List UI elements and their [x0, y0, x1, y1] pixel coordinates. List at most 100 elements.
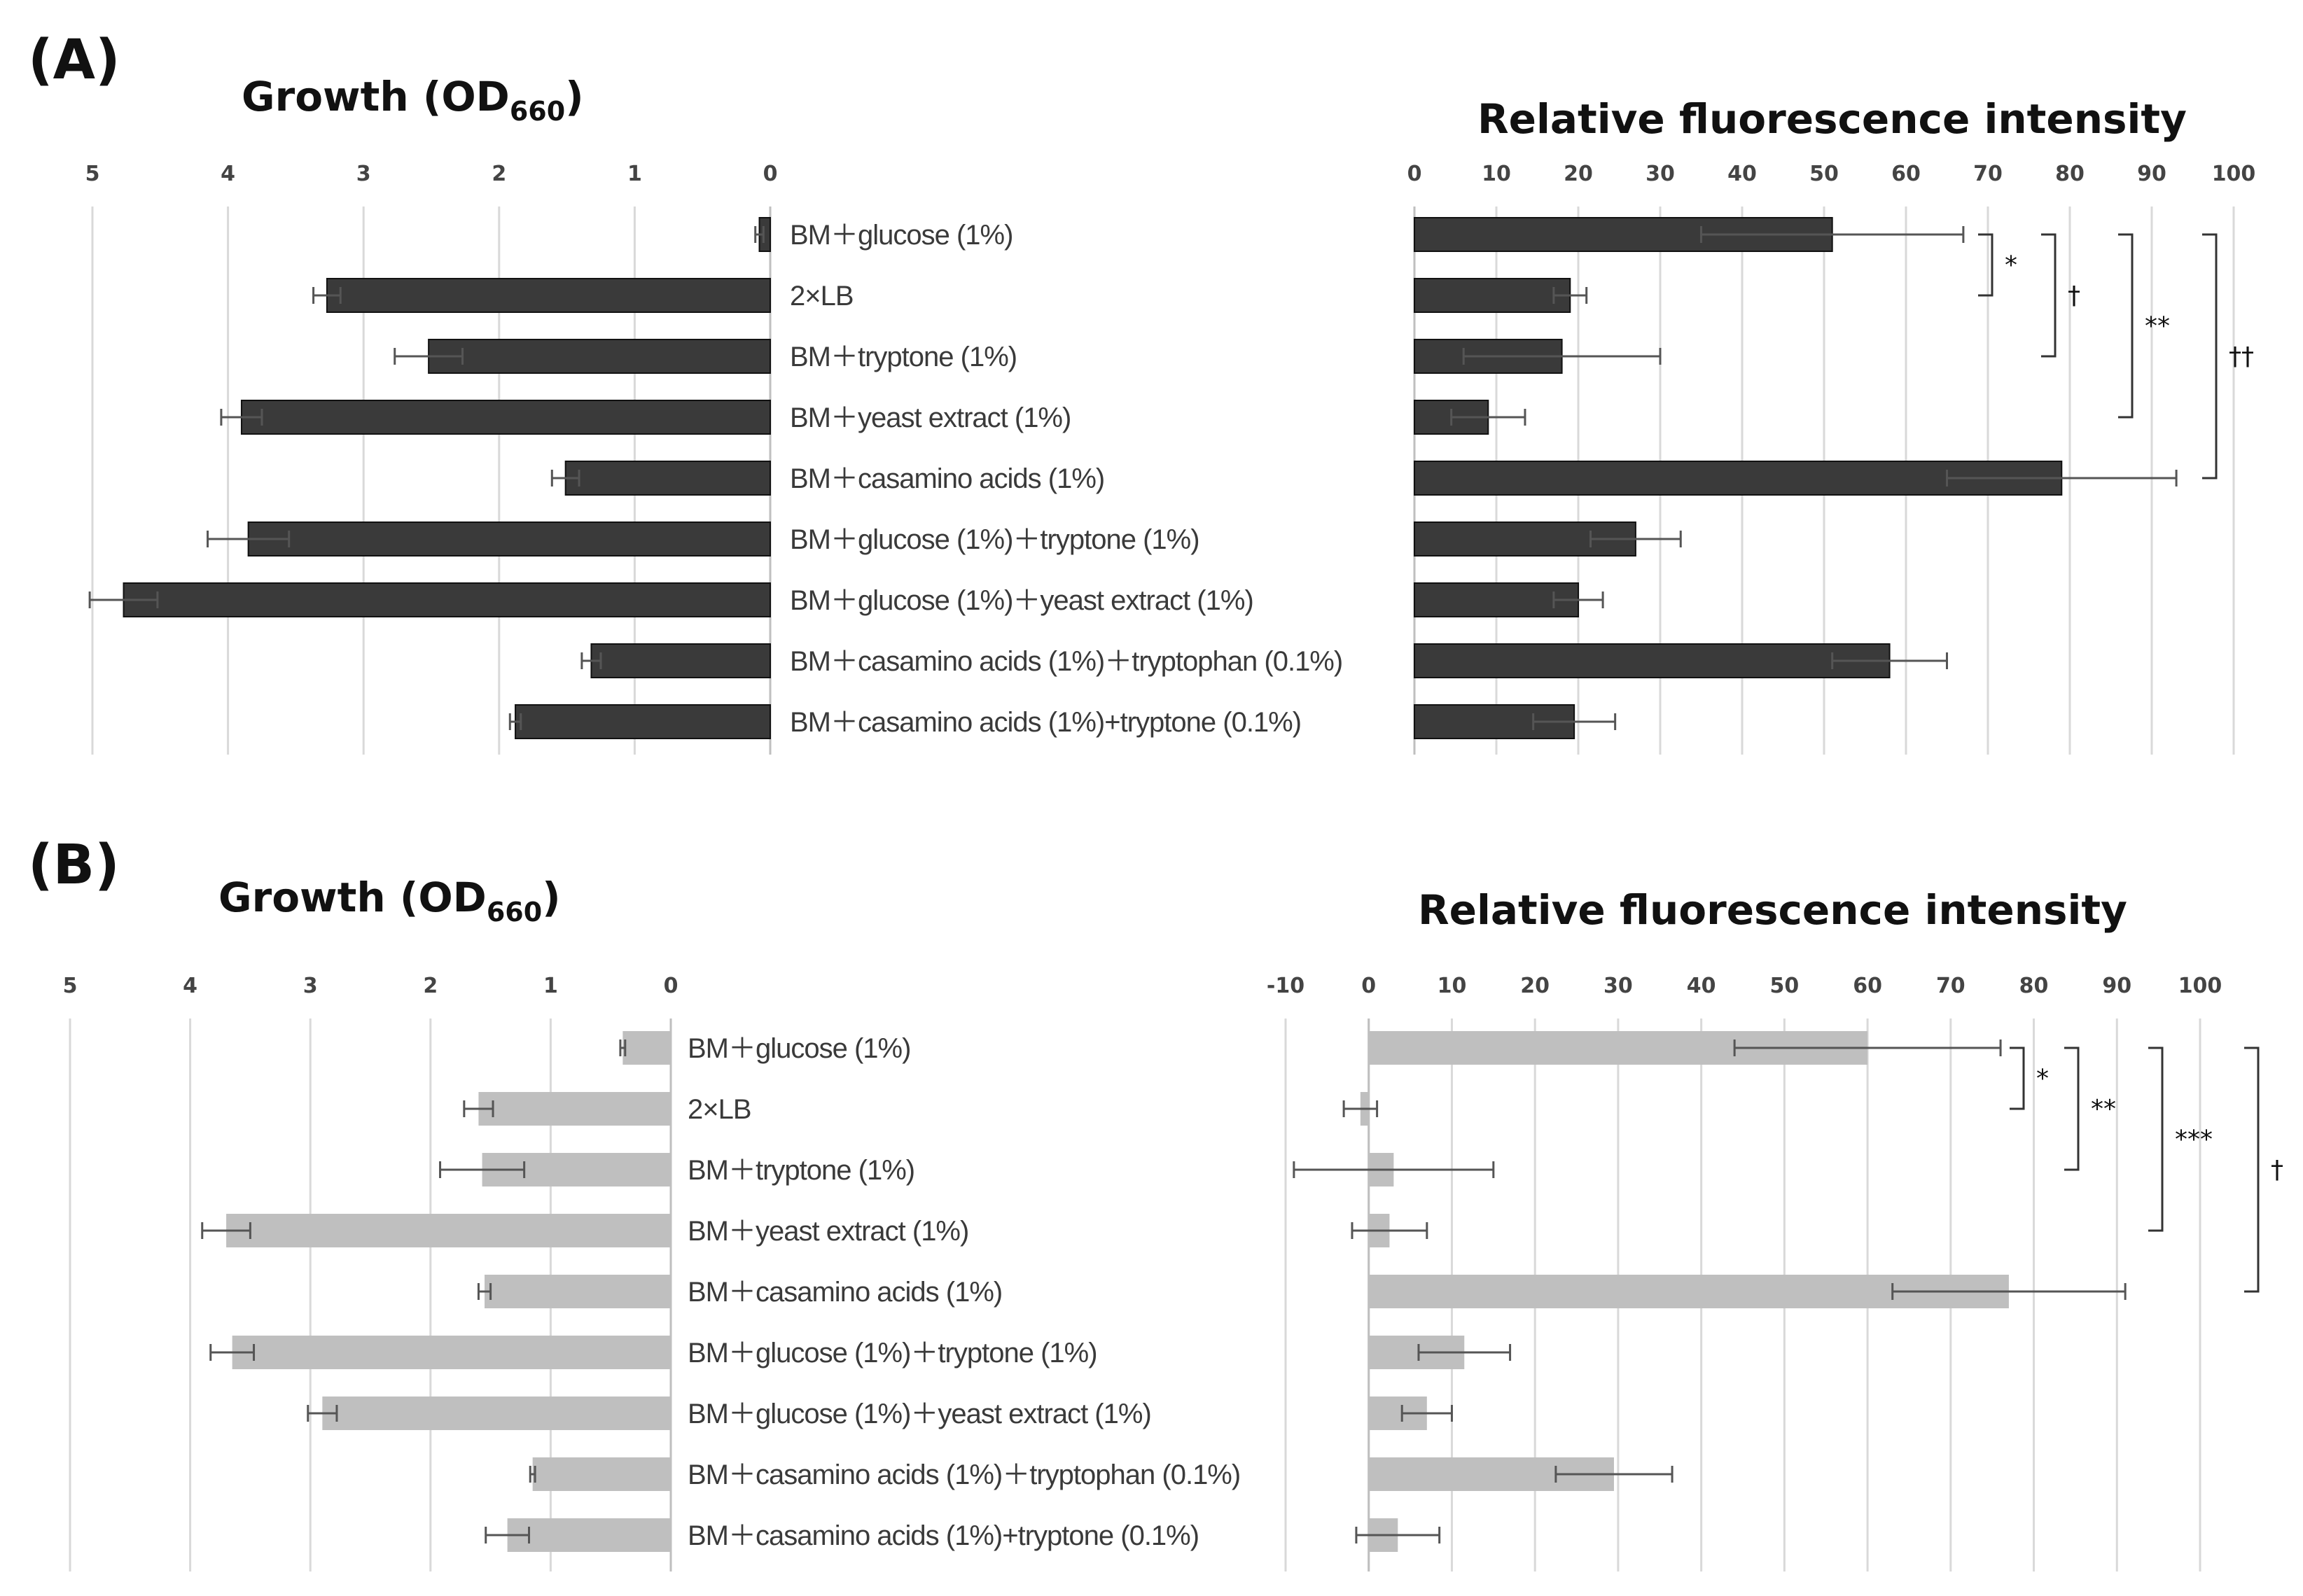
growth-title-subscript: 660 — [510, 96, 565, 127]
x-tick-label: 70 — [1936, 974, 1965, 998]
x-tick-label: 20 — [1564, 162, 1593, 186]
growth-title: Growth (OD660) — [242, 73, 584, 127]
x-tick-label: 10 — [1438, 974, 1467, 998]
x-tick-label: -10 — [1267, 974, 1304, 998]
significance-bracket — [2064, 1046, 2080, 1171]
significance-bracket — [2202, 233, 2218, 479]
x-tick-label: 100 — [2212, 162, 2256, 186]
significance-label: †† — [2229, 342, 2254, 371]
x-tick-label: 4 — [221, 162, 235, 186]
bar — [564, 461, 771, 496]
category-label: BM＋tryptone (1%) — [688, 1155, 914, 1186]
category-label: BM＋casamino acids (1%)+tryptone (0.1%) — [688, 1520, 1199, 1551]
x-tick-label: 40 — [1727, 162, 1757, 186]
bar — [326, 278, 772, 313]
bar — [240, 400, 771, 435]
x-tick-label: 0 — [1407, 162, 1422, 186]
x-tick-label: 2 — [423, 974, 438, 998]
significance-label: † — [2271, 1156, 2283, 1184]
panel-a-fluorescence-chart: Relative fluorescence intensity 0 10 20 30 40… — [1407, 95, 2256, 755]
x-tick-label: 90 — [2137, 162, 2166, 186]
bar — [1414, 582, 1579, 617]
x-tick-label: 5 — [85, 162, 100, 186]
significance-bracket — [2041, 233, 2057, 358]
category-label: BM＋glucose (1%)＋tryptone (1%) — [688, 1338, 1097, 1368]
x-tick-label: 60 — [1891, 162, 1921, 186]
growth-title-main: Growth (OD — [242, 73, 510, 120]
x-tick-label: 0 — [763, 162, 778, 186]
category-label: BM＋casamino acids (1%) — [790, 463, 1104, 494]
x-tick-label: 80 — [2055, 162, 2085, 186]
significance-bracket — [2148, 1046, 2164, 1232]
fluorescence-title: Relative fluorescence intensity — [1418, 886, 2127, 934]
growth-title-subscript: 660 — [487, 897, 542, 927]
x-tick-label: 3 — [303, 974, 318, 998]
category-label: BM＋glucose (1%)＋yeast extract (1%) — [790, 585, 1253, 616]
bar — [485, 1275, 671, 1308]
significance-bracket — [2010, 1046, 2025, 1110]
bar — [622, 1031, 671, 1065]
bar — [532, 1457, 671, 1491]
x-tick-label: 80 — [2019, 974, 2049, 998]
x-tick-label: 10 — [1482, 162, 1511, 186]
bar — [428, 339, 771, 374]
x-tick-label: 5 — [63, 974, 78, 998]
bar — [515, 704, 771, 739]
category-label: BM＋casamino acids (1%)＋tryptophan (0.1%) — [790, 646, 1342, 677]
significance-label: ** — [2091, 1095, 2116, 1124]
bar — [322, 1396, 671, 1430]
bar — [1414, 643, 1891, 678]
panel-b-growth-chart: Growth (OD660) 5 4 3 2 1 0 BM＋glucose (1%) 2×LB B… — [63, 874, 1241, 1572]
x-tick-label: 60 — [1853, 974, 1882, 998]
x-tick-label: 3 — [356, 162, 371, 186]
category-label: BM＋casamino acids (1%)＋tryptophan (0.1%) — [688, 1460, 1240, 1490]
x-tick-label: 100 — [2178, 974, 2222, 998]
growth-title: Growth (OD660) — [218, 874, 561, 927]
x-tick-label: 30 — [1646, 162, 1675, 186]
category-label: BM＋yeast extract (1%) — [790, 402, 1071, 433]
bar — [232, 1336, 671, 1369]
category-label: 2×LB — [688, 1094, 751, 1125]
bar — [1414, 278, 1571, 313]
significance-bracket — [2244, 1046, 2260, 1293]
panel-label-a: (A) — [28, 29, 120, 92]
x-tick-label: 4 — [183, 974, 197, 998]
bar — [123, 582, 771, 617]
category-label: BM＋casamino acids (1%) — [688, 1277, 1002, 1308]
growth-title-main: Growth (OD — [218, 874, 487, 921]
category-label: BM＋glucose (1%) — [790, 220, 1013, 251]
panel-label-b: (B) — [28, 834, 120, 897]
significance-label: *** — [2175, 1126, 2213, 1154]
x-tick-label: 20 — [1520, 974, 1550, 998]
bar — [478, 1092, 671, 1126]
bar — [226, 1214, 672, 1247]
x-tick-label: 50 — [1809, 162, 1839, 186]
x-tick-label: 70 — [1973, 162, 2003, 186]
significance-label: † — [2068, 281, 2080, 310]
x-tick-label: 40 — [1687, 974, 1716, 998]
x-tick-label: 0 — [1361, 974, 1376, 998]
bar — [247, 522, 771, 556]
bar — [507, 1518, 671, 1552]
x-tick-label: 1 — [543, 974, 558, 998]
category-label: 2×LB — [790, 281, 854, 312]
x-tick-label: 90 — [2102, 974, 2131, 998]
x-tick-label: 0 — [664, 974, 679, 998]
significance-label: * — [2005, 251, 2017, 280]
panel-b-fluorescence-chart: Relative fluorescence intensity -10 0 10 20 3… — [1267, 886, 2283, 1572]
category-label: BM＋tryptone (1%) — [790, 342, 1017, 372]
growth-title-close: ) — [542, 874, 561, 921]
category-label: BM＋glucose (1%)＋tryptone (1%) — [790, 524, 1199, 555]
panel-a-growth-chart: Growth (OD660) 5 4 3 2 1 0 BM＋glucose (1%) 2×LB B… — [85, 73, 1343, 755]
category-label: BM＋glucose (1%) — [688, 1033, 910, 1064]
fluorescence-title: Relative fluorescence intensity — [1477, 95, 2187, 143]
x-tick-label: 1 — [627, 162, 642, 186]
growth-title-close: ) — [565, 73, 584, 120]
significance-label: * — [2036, 1065, 2049, 1093]
category-label: BM＋yeast extract (1%) — [688, 1216, 968, 1247]
x-tick-label: 50 — [1769, 974, 1799, 998]
bar — [590, 643, 771, 678]
significance-bracket — [1978, 233, 1994, 297]
x-tick-label: 2 — [492, 162, 506, 186]
